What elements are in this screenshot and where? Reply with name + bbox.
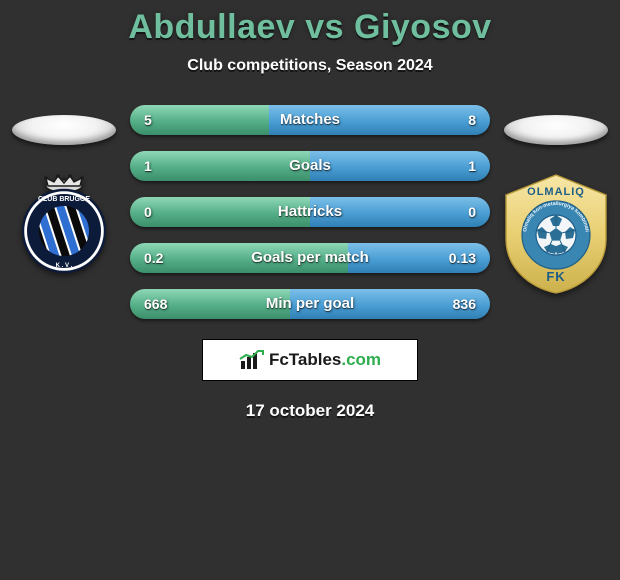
stat-bar: Goals11: [130, 151, 490, 181]
page-title: Abdullaev vs Giyosov: [0, 8, 620, 47]
stat-bar: Min per goal668836: [130, 289, 490, 319]
svg-text:FK: FK: [546, 269, 565, 284]
olmaliq-logo: OLMALIQ Olmaliq kon-metallurgiya kombina…: [500, 173, 612, 295]
stat-segment-right: [269, 105, 490, 135]
svg-text:OLMALIQ: OLMALIQ: [527, 186, 585, 198]
bar-chart-icon: [239, 349, 265, 371]
stats-column: Matches58 Goals11 Hattricks00 Goals per mat…: [130, 105, 490, 319]
brand-suffix: .com: [341, 350, 381, 369]
stat-segment-left: [130, 151, 310, 181]
svg-text:CLUB BRUGGE: CLUB BRUGGE: [38, 196, 90, 203]
stat-segment-right: [290, 289, 490, 319]
player-avatar-placeholder-right: [504, 115, 608, 145]
stat-segment-left: [130, 105, 269, 135]
main-row: CLUB BRUGGE: [0, 105, 620, 319]
club-brugge-logo: CLUB BRUGGE: [14, 173, 114, 273]
stat-bar: Goals per match0.20.13: [130, 243, 490, 273]
svg-text:K . V .: K . V .: [56, 263, 73, 269]
comparison-infographic: Abdullaev vs Giyosov Club competitions, …: [0, 0, 620, 580]
brand-box[interactable]: FcTables.com: [202, 339, 418, 381]
stat-bar: Hattricks00: [130, 197, 490, 227]
stat-segment-right: [310, 151, 490, 181]
date-label: 17 october 2024: [0, 401, 620, 421]
stat-segment-left: [130, 289, 290, 319]
stat-segment-right: [348, 243, 490, 273]
stat-segment-left: [130, 243, 348, 273]
brand-name: FcTables: [269, 350, 341, 369]
brand-text: FcTables.com: [269, 350, 381, 370]
page-subtitle: Club competitions, Season 2024: [0, 57, 620, 75]
stat-bar: Matches58: [130, 105, 490, 135]
stat-segment-right: [310, 197, 490, 227]
left-side-column: CLUB BRUGGE: [8, 105, 120, 273]
right-side-column: OLMALIQ Olmaliq kon-metallurgiya kombina…: [500, 105, 612, 295]
player-avatar-placeholder-left: [12, 115, 116, 145]
stat-segment-left: [130, 197, 310, 227]
